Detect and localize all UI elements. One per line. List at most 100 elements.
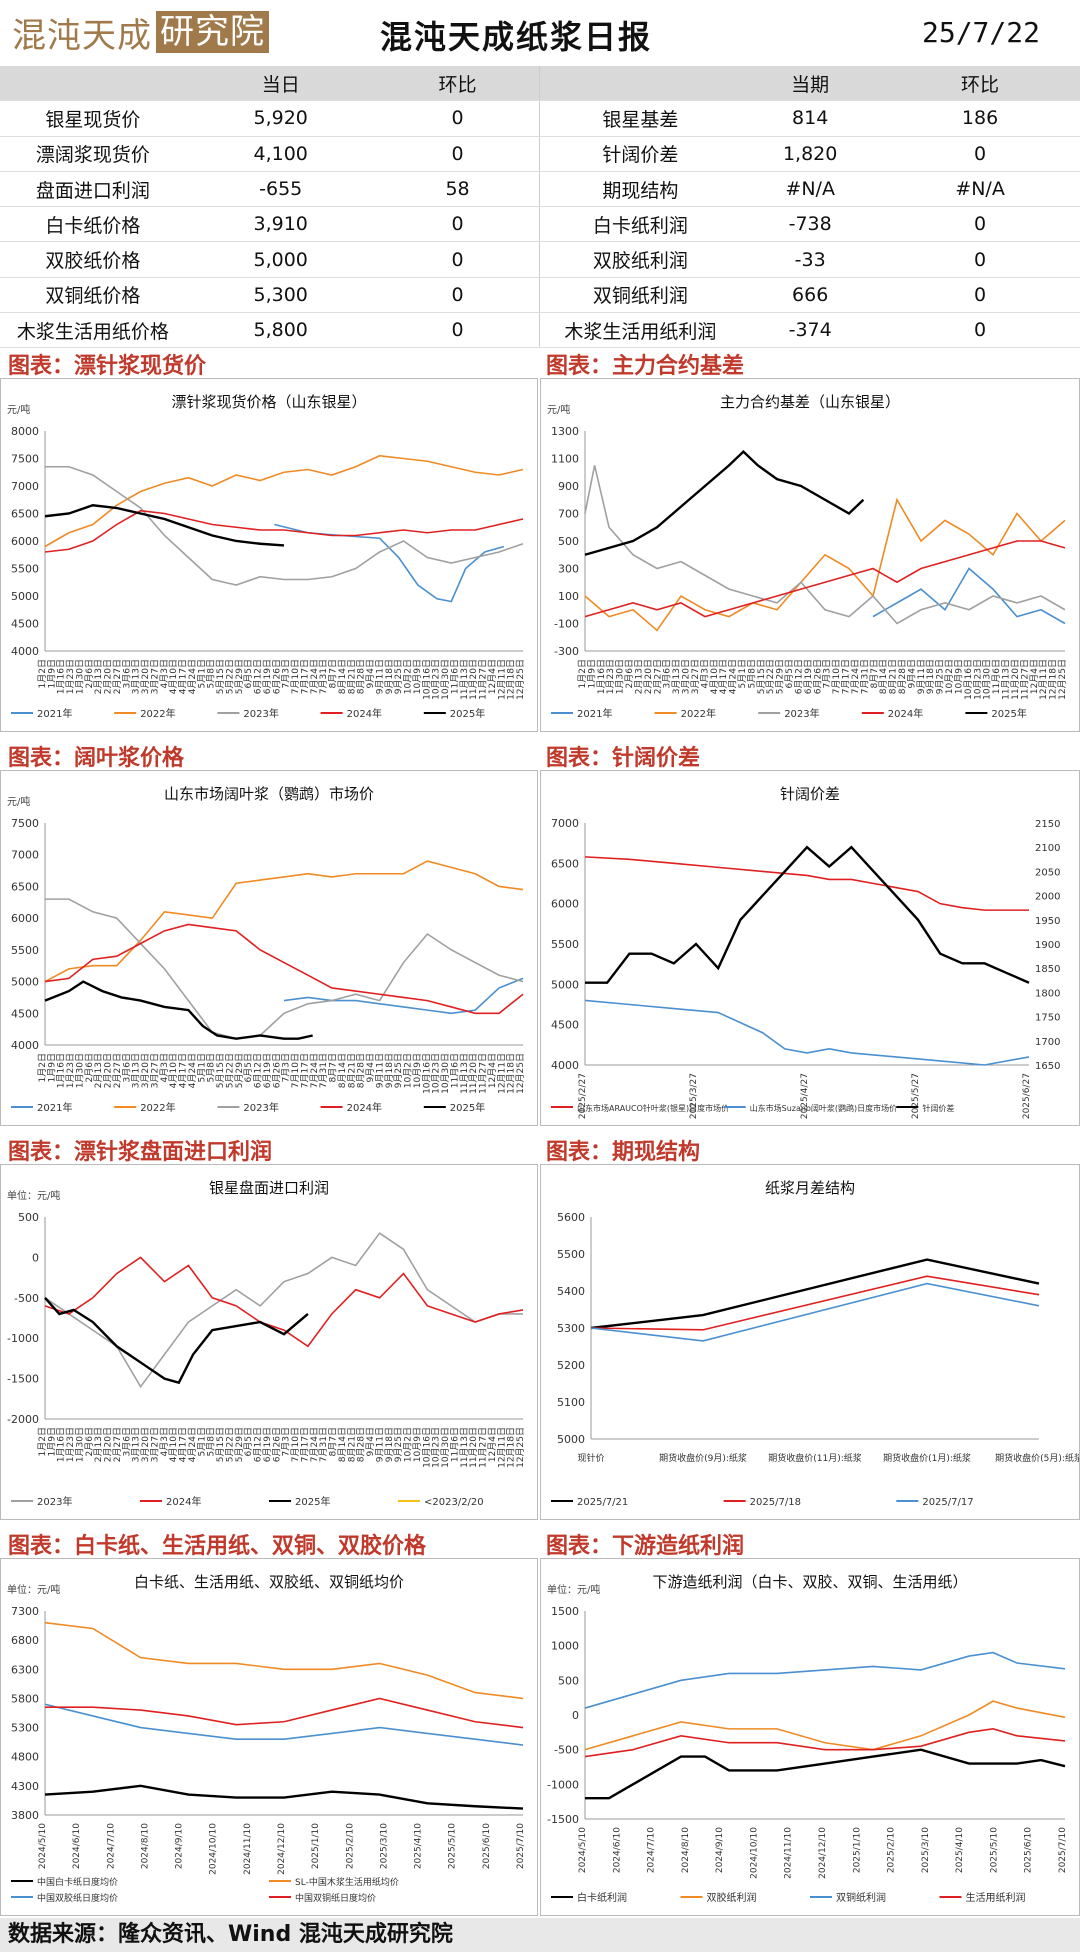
y2-tick-label: 1700	[1035, 1037, 1060, 1048]
y-tick-label: 5500	[11, 944, 39, 957]
x-tick-label: 8月14日	[337, 1427, 348, 1462]
x-tick-label: 7月31日	[318, 1427, 329, 1462]
y-tick-label: 7500	[11, 817, 39, 830]
table-row: 银星现货价 5,920 0 银星基差 814 186	[0, 100, 1080, 137]
table-cell: 0	[375, 136, 540, 172]
y-tick-label: 500	[558, 535, 579, 548]
x-tick-label: 11月20日	[468, 1053, 479, 1094]
x-tick-label: 7月3日	[822, 659, 833, 688]
x-tick-label: 1月30日	[74, 1427, 85, 1462]
x-tick-label: 2025/4/27	[800, 1073, 810, 1119]
x-tick-label: 1月23日	[65, 659, 76, 694]
table-cell: -738	[740, 206, 881, 243]
y-tick-label: 5500	[557, 1248, 585, 1261]
x-tick-label: 2025/5/10	[989, 1827, 999, 1873]
x-tick-label: 10月2日	[944, 659, 955, 694]
x-tick-label: 2月6日	[84, 1427, 95, 1456]
legend-label: 双铜纸利润	[836, 1891, 886, 1904]
x-tick-label: 3月27日	[149, 659, 160, 694]
x-tick-label: 3月27日	[690, 659, 701, 694]
series-line	[585, 1748, 1066, 1800]
x-tick-label: 2025/1/10	[311, 1823, 321, 1869]
x-tick-label: 3月13日	[671, 659, 682, 694]
x-tick-label: 3月20日	[140, 1427, 151, 1462]
x-tick-label: 1月23日	[65, 1053, 76, 1088]
x-tick-label: 12月11日	[1038, 659, 1049, 700]
chart-term-structure: 纸浆月差结构 5000 5100 5200 5300 5400 5500 5600 现针价 期货收…	[551, 1179, 1079, 1508]
x-tick-label: 12月25日	[515, 1427, 526, 1468]
table-row: 双胶纸价格 5,000 0 双胶纸利润 -33 0	[0, 241, 1080, 278]
x-tick-label: 7月24日	[850, 659, 861, 694]
y-tick-label: 500	[558, 1674, 579, 1687]
x-tick-label: 6月5日	[784, 659, 795, 688]
table-cell: 双铜纸利润	[539, 277, 741, 314]
header: 混沌天成 研究院 混沌天成纸浆日报 25/7/22	[0, 0, 1080, 66]
table-cell: 双胶纸价格	[0, 241, 186, 278]
series-line	[283, 977, 524, 1015]
chart-panel: 主力合约基差（山东银星） 元/吨 -300 -100 100 300 500 700 900 11…	[540, 378, 1080, 732]
x-tick-label: 9月25日	[393, 659, 404, 694]
x-tick-label: 4月10日	[709, 659, 720, 694]
table-cell: 漂阔浆现货价	[0, 136, 186, 172]
legend-label: 2023年	[37, 1495, 72, 1508]
series-line	[584, 1700, 1066, 1751]
x-tick-label: 10月30日	[982, 659, 993, 700]
chart-title: 山东市场阔叶浆（鹦鹉）市场价	[164, 785, 374, 803]
x-tick-label: 11月13日	[459, 1053, 470, 1094]
series-line	[584, 449, 865, 556]
x-tick-label: 2月20日	[643, 659, 654, 694]
legend-label: 生活用纸利润	[966, 1891, 1026, 1904]
legend-label: 2025/7/21	[577, 1497, 628, 1508]
y-tick-label: 1300	[551, 425, 579, 438]
x-category-label: 现针价	[577, 1452, 604, 1464]
x-tick-label: 7月10日	[290, 659, 301, 694]
y2-tick-label: 1650	[1035, 1061, 1060, 1072]
chart-title: 纸浆月差结构	[765, 1179, 855, 1197]
series-line	[44, 860, 524, 983]
x-tick-label: 2月6日	[84, 659, 95, 688]
x-tick-label: 9月25日	[935, 659, 946, 694]
table-header-cell	[539, 66, 741, 102]
y-tick-label: 5000	[557, 1433, 585, 1446]
legend-label: 2021年	[37, 1101, 72, 1114]
y-tick-label: -1500	[7, 1373, 39, 1386]
x-tick-label: 8月28日	[356, 1427, 367, 1462]
table-cell: 0	[375, 100, 540, 137]
series-line	[590, 1275, 1040, 1331]
x-tick-label: 12月4日	[487, 1427, 498, 1462]
chart-title: 主力合约基差（山东银星）	[720, 393, 900, 411]
x-tick-label: 4月17日	[178, 1053, 189, 1088]
table-cell: 814	[740, 100, 881, 137]
x-tick-label: 6月12日	[253, 659, 264, 694]
x-tick-label: 12月11日	[496, 1053, 507, 1094]
legend-label: 2025/7/17	[922, 1497, 973, 1508]
x-tick-label: 3月6日	[121, 1427, 132, 1456]
section-title: 图表：阔叶浆价格	[8, 746, 185, 771]
series-line	[44, 509, 524, 553]
x-tick-label: 2月13日	[93, 1427, 104, 1462]
x-category-label: 期货收盘价(11月):纸浆	[768, 1452, 862, 1464]
y-tick-label: 3800	[11, 1809, 39, 1822]
x-tick-label: 8月14日	[337, 1053, 348, 1088]
table-row: 盘面进口利润 -655 58 期现结构 #N/A #N/A	[0, 171, 1080, 208]
logo: 混沌天成 研究院	[12, 10, 269, 56]
x-tick-label: 2月20日	[103, 1053, 114, 1088]
y2-tick-label: 1900	[1035, 940, 1060, 951]
x-tick-label: 2024/6/10	[612, 1827, 622, 1873]
x-tick-label: 1月9日	[46, 659, 57, 688]
x-tick-label: 1月2日	[37, 1053, 48, 1082]
x-tick-label: 8月7日	[328, 1053, 339, 1082]
unit-label: 单位：元/吨	[7, 1583, 60, 1596]
x-tick-label: 2月13日	[93, 1053, 104, 1088]
x-tick-label: 12月25日	[515, 659, 526, 700]
x-tick-label: 3月13日	[131, 1053, 142, 1088]
x-tick-label: 2月27日	[112, 1427, 123, 1462]
legend-label: 2023年	[784, 707, 819, 720]
x-tick-label: 2月20日	[103, 659, 114, 694]
y-tick-label: 4500	[11, 1007, 39, 1020]
y2-tick-label: 2100	[1035, 843, 1060, 854]
x-tick-label: 4月3日	[159, 1427, 170, 1456]
x-tick-label: 12月11日	[496, 659, 507, 700]
y-tick-label: -1000	[547, 1778, 579, 1791]
